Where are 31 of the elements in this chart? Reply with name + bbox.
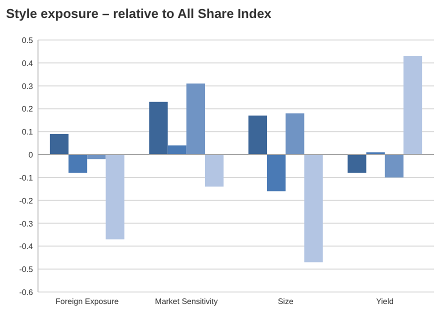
y-tick-label: 0.5 bbox=[22, 36, 34, 45]
x-tick-label: Size bbox=[278, 297, 294, 306]
y-tick-label: -0.2 bbox=[19, 196, 34, 206]
bar bbox=[50, 134, 69, 155]
bar bbox=[384, 154, 404, 178]
y-tick-label: 0.4 bbox=[22, 58, 34, 68]
bar bbox=[403, 56, 422, 155]
y-tick-label: -0.4 bbox=[19, 242, 34, 252]
y-tick-label: -0.5 bbox=[19, 265, 34, 274]
bar bbox=[68, 154, 88, 173]
bar bbox=[286, 113, 304, 155]
bar bbox=[106, 154, 124, 240]
x-tick-label: Yield bbox=[376, 297, 394, 306]
bar bbox=[168, 145, 186, 155]
x-tick-label: Foreign Exposure bbox=[56, 297, 120, 306]
y-tick-label: -0.3 bbox=[19, 219, 34, 228]
bar bbox=[186, 84, 205, 155]
bar bbox=[204, 154, 224, 187]
bar bbox=[267, 154, 286, 192]
x-tick-label: Market Sensitivity bbox=[155, 297, 218, 306]
y-tick-label: 0.2 bbox=[22, 104, 34, 114]
y-tick-label: -0.1 bbox=[19, 173, 34, 182]
bar bbox=[348, 154, 366, 173]
y-tick-label: 0.3 bbox=[22, 82, 34, 91]
y-tick-label: -0.6 bbox=[19, 288, 34, 297]
y-tick-label: 0 bbox=[28, 150, 34, 160]
bar bbox=[248, 116, 268, 155]
bar bbox=[149, 102, 168, 155]
y-tick-label: 0.1 bbox=[22, 128, 34, 137]
chart-title: Style exposure – relative to All Share Index bbox=[6, 6, 272, 21]
bar bbox=[304, 154, 323, 262]
